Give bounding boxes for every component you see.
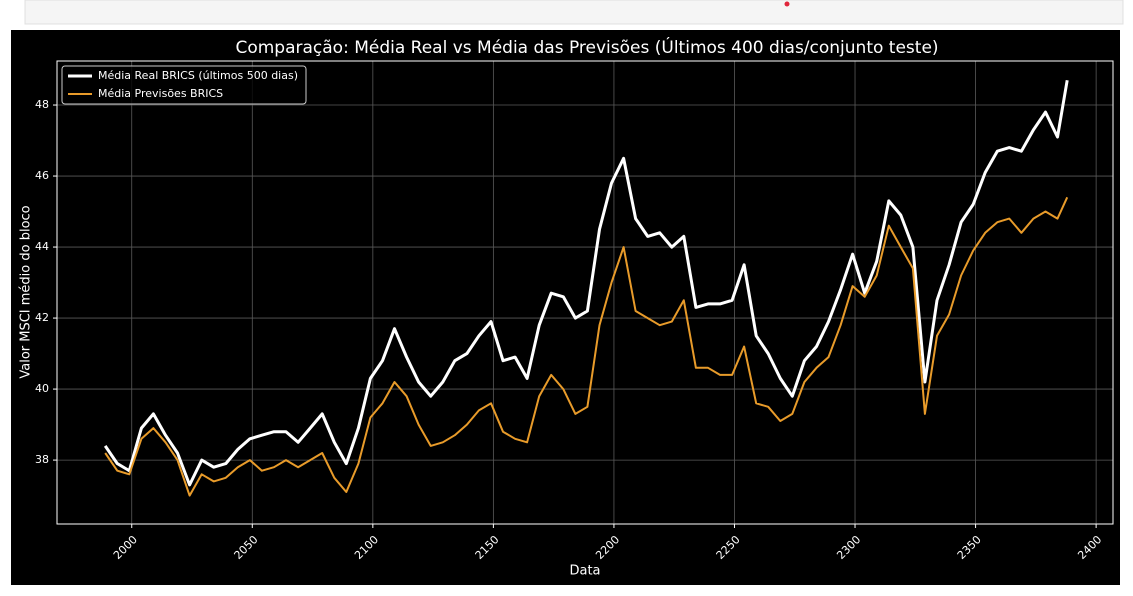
figure-background bbox=[11, 30, 1120, 585]
y-tick-label: 42 bbox=[35, 311, 49, 324]
status-dot bbox=[784, 1, 790, 7]
y-tick-label: 40 bbox=[35, 382, 49, 395]
y-tick-label: 46 bbox=[35, 169, 49, 182]
series-line bbox=[103, 79, 1069, 487]
legend-box bbox=[61, 65, 307, 105]
y-tick-label: 38 bbox=[35, 453, 49, 466]
plot-frame bbox=[56, 60, 1114, 525]
lines bbox=[103, 79, 1069, 497]
y-tick-label: 48 bbox=[35, 98, 49, 111]
y-axis-label: Valor MSCI médio do bloco bbox=[19, 205, 34, 378]
grid bbox=[57, 61, 1113, 524]
chart-title: Comparação: Média Real vs Média das Prev… bbox=[235, 36, 938, 58]
cell-strip bbox=[24, 0, 1124, 25]
legend-label: Média Previsões BRICS bbox=[98, 87, 223, 100]
legend-label: Média Real BRICS (últimos 500 dias) bbox=[98, 69, 298, 82]
x-axis-label: Data bbox=[569, 564, 600, 579]
series-line bbox=[104, 196, 1069, 497]
y-tick-label: 44 bbox=[35, 240, 49, 253]
legend: Média Real BRICS (últimos 500 dias) Média… bbox=[61, 65, 307, 105]
